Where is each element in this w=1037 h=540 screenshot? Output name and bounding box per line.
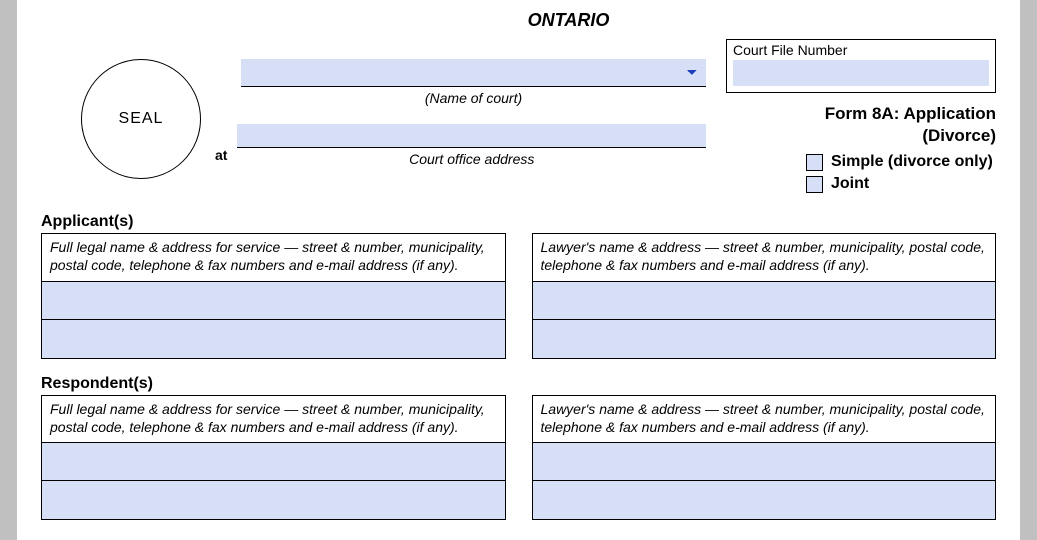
court-file-number-box: Court File Number — [726, 39, 996, 93]
applicant-row: Full legal name & address for service — … — [41, 233, 996, 358]
respondent-address-input[interactable] — [42, 481, 505, 519]
applicant-right-header: Lawyer's name & address — street & numbe… — [533, 234, 996, 281]
court-name-select[interactable] — [241, 59, 706, 87]
checkbox-joint[interactable] — [806, 176, 823, 193]
court-name-label: (Name of court) — [241, 90, 706, 106]
respondent-left-box: Full legal name & address for service — … — [41, 395, 506, 520]
at-label: at — [215, 147, 227, 167]
respondent-row: Full legal name & address for service — … — [41, 395, 996, 520]
form-title-line2: (Divorce) — [922, 126, 996, 145]
court-address-label: Court office address — [237, 151, 706, 167]
header-row: SEAL (Name of court) at Court office add… — [41, 39, 996, 197]
right-column: Court File Number Form 8A: Application (… — [716, 39, 996, 197]
seal-label: SEAL — [119, 110, 164, 128]
checkbox-row-joint: Joint — [726, 175, 996, 193]
court-file-number-label: Court File Number — [733, 42, 989, 58]
respondent-lawyer-address-input[interactable] — [533, 481, 996, 519]
applicant-left-box: Full legal name & address for service — … — [41, 233, 506, 358]
address-wrap: Court office address — [237, 124, 706, 167]
form-page: ONTARIO SEAL (Name of court) at Court of… — [17, 0, 1020, 540]
checkbox-joint-label: Joint — [831, 175, 869, 193]
court-address-input[interactable] — [237, 124, 706, 148]
seal-circle: SEAL — [81, 59, 201, 179]
checkbox-row-simple: Simple (divorce only) — [726, 153, 996, 171]
checkbox-simple-label: Simple (divorce only) — [831, 153, 993, 171]
form-title: Form 8A: Application (Divorce) — [726, 103, 996, 147]
applicant-lawyer-name-input[interactable] — [533, 282, 996, 320]
respondent-lawyer-name-input[interactable] — [533, 443, 996, 481]
applicant-address-input[interactable] — [42, 320, 505, 358]
applicant-right-box: Lawyer's name & address — street & numbe… — [532, 233, 997, 358]
respondent-heading: Respondent(s) — [41, 375, 996, 393]
applicant-name-input[interactable] — [42, 282, 505, 320]
applicant-left-header: Full legal name & address for service — … — [42, 234, 505, 281]
form-title-line1: Form 8A: Application — [825, 104, 996, 123]
seal-column: SEAL — [41, 39, 241, 179]
applicant-heading: Applicant(s) — [41, 213, 996, 231]
respondent-right-header: Lawyer's name & address — street & numbe… — [533, 396, 996, 443]
applicant-lawyer-address-input[interactable] — [533, 320, 996, 358]
respondent-name-input[interactable] — [42, 443, 505, 481]
province-title: ONTARIO — [41, 10, 996, 31]
center-column: (Name of court) at Court office address — [241, 39, 716, 167]
checkbox-simple[interactable] — [806, 154, 823, 171]
address-row: at Court office address — [241, 124, 706, 167]
respondent-left-header: Full legal name & address for service — … — [42, 396, 505, 443]
court-file-number-input[interactable] — [733, 60, 989, 86]
respondent-right-box: Lawyer's name & address — street & numbe… — [532, 395, 997, 520]
